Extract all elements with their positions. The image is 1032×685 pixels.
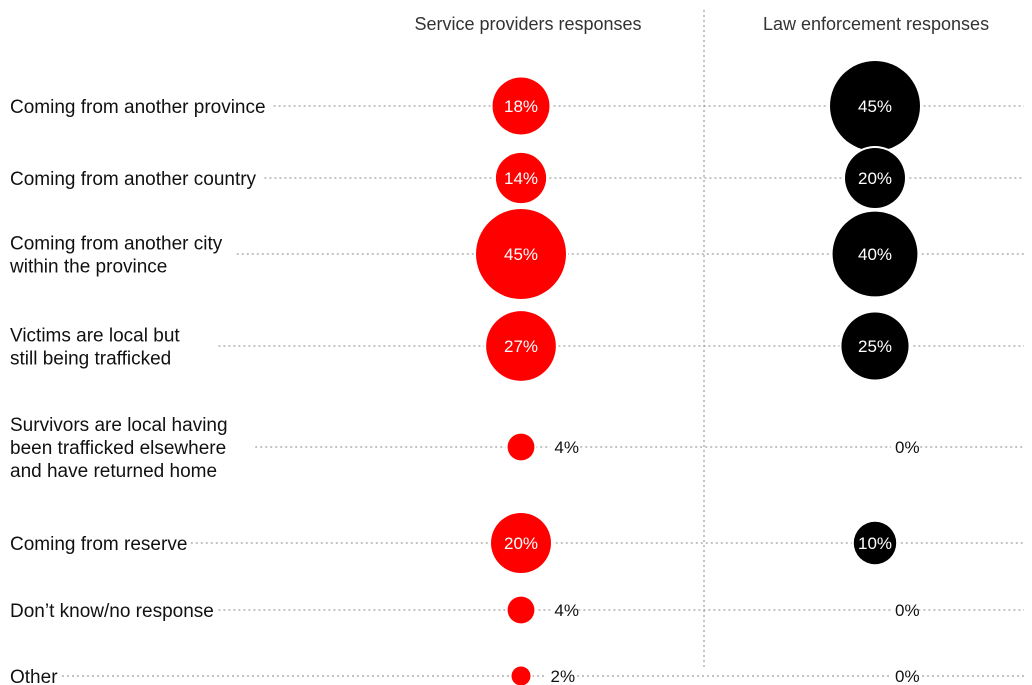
value-label-backing — [550, 435, 578, 459]
bubble — [495, 152, 547, 204]
value-label: 27% — [504, 337, 538, 356]
value-label: 4% — [554, 601, 579, 620]
category-label: Other — [10, 667, 58, 685]
bubble — [507, 433, 535, 461]
category-label: Survivors are local having been trafficke… — [10, 415, 228, 482]
bubble — [853, 521, 897, 565]
value-label: 20% — [858, 169, 892, 188]
bubble — [830, 61, 920, 151]
value-label: 0% — [895, 601, 920, 620]
bubble — [511, 666, 531, 685]
bubble — [832, 211, 918, 297]
value-label: 18% — [504, 97, 538, 116]
bubbles: 18% 14% 45% 27% 4% 20% 4% 2% 45% 20% 40% 25% 0% 10% 0%… — [474, 59, 922, 685]
bubble — [492, 77, 550, 135]
value-label: 14% — [504, 169, 538, 188]
value-label: 10% — [858, 534, 892, 553]
value-label: 40% — [858, 245, 892, 264]
value-label: 45% — [504, 245, 538, 264]
bubble — [845, 148, 905, 208]
category-label: Coming from reserve — [10, 534, 187, 555]
value-label-backing — [546, 664, 574, 685]
value-label: 2% — [550, 667, 575, 685]
category-labels: Coming from another province Coming from … — [9, 97, 266, 685]
value-label-backing — [891, 598, 919, 622]
category-label: Victims are local but still being traffic… — [10, 326, 180, 370]
value-label: 20% — [504, 534, 538, 553]
bubble — [507, 596, 535, 624]
column-title-law-enforcement: Law enforcement responses — [763, 14, 989, 34]
category-label: Coming from another city within the provi… — [9, 234, 223, 278]
bubble — [486, 311, 556, 381]
category-label: Don’t know/no response — [10, 601, 214, 622]
value-label-backing — [891, 435, 919, 459]
value-label: 0% — [895, 438, 920, 457]
bubble — [476, 209, 566, 299]
bubble — [841, 312, 909, 380]
value-label: 0% — [895, 667, 920, 685]
column-title-service-providers: Service providers responses — [414, 14, 641, 34]
category-label: Coming from another province — [10, 97, 266, 118]
value-label: 45% — [858, 97, 892, 116]
value-label: 4% — [554, 438, 579, 457]
value-label-backing — [550, 598, 578, 622]
bubble — [491, 513, 551, 573]
value-label: 25% — [858, 337, 892, 356]
value-label-backing — [891, 664, 919, 685]
category-label: Coming from another country — [10, 169, 257, 190]
